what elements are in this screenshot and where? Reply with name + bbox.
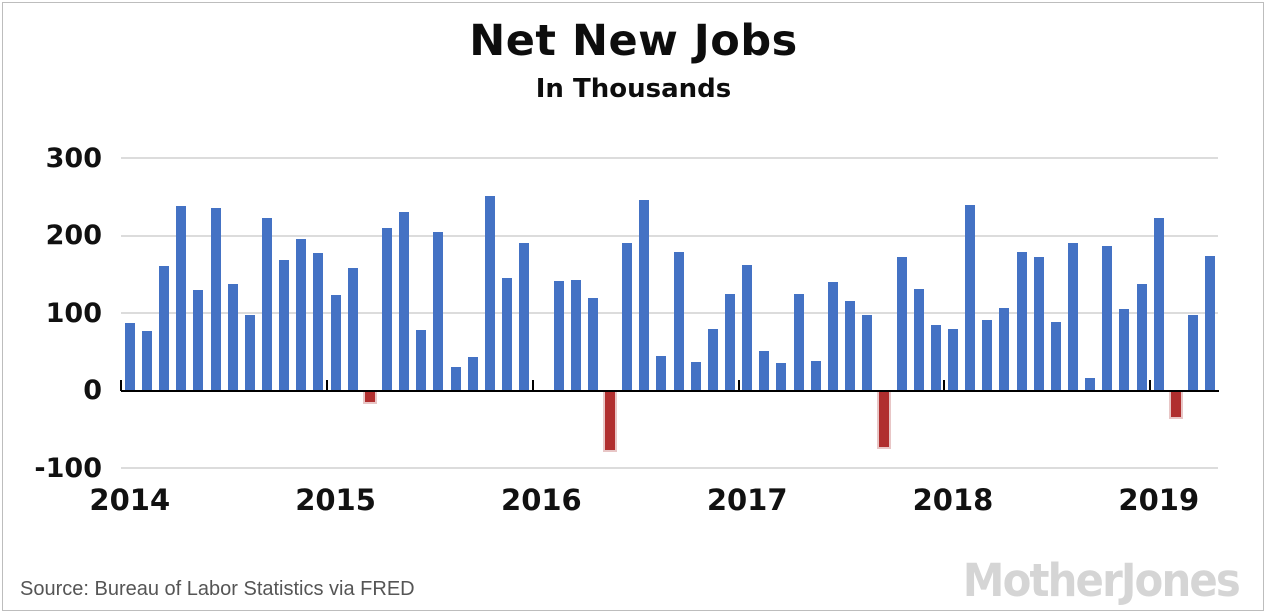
x-tick-label-2018: 2018 bbox=[912, 483, 994, 517]
bar-2016-04 bbox=[587, 297, 598, 391]
bar-2016-11 bbox=[707, 329, 718, 391]
bar-2017-08 bbox=[862, 315, 873, 391]
bar-2017-12 bbox=[930, 325, 941, 391]
bar-2014-02 bbox=[141, 330, 152, 391]
bar-2017-04 bbox=[793, 294, 804, 391]
y-tick-label--100: -100 bbox=[34, 452, 102, 484]
bar-2018-02 bbox=[965, 204, 976, 391]
bar-2017-07 bbox=[845, 301, 856, 391]
year-tick-2019 bbox=[1149, 379, 1152, 391]
bar-2017-02 bbox=[759, 350, 770, 391]
gridline-100 bbox=[121, 312, 1218, 314]
bar-2016-02 bbox=[553, 281, 564, 391]
bar-2014-03 bbox=[159, 265, 170, 391]
x-tick-label-2016: 2016 bbox=[501, 483, 582, 517]
bar-2018-10 bbox=[1102, 246, 1113, 391]
bar-2018-05 bbox=[1016, 251, 1027, 391]
bar-2015-11 bbox=[502, 278, 513, 391]
bar-2014-05 bbox=[193, 289, 204, 391]
bar-2015-07 bbox=[433, 232, 444, 391]
bar-2018-01 bbox=[947, 329, 958, 391]
y-tick-label-0: 0 bbox=[83, 375, 102, 406]
bar-2014-08 bbox=[244, 315, 255, 391]
bar-2018-11 bbox=[1119, 309, 1130, 391]
year-tick-2016 bbox=[531, 379, 534, 391]
bar-2019-01 bbox=[1153, 218, 1164, 391]
bar-2016-03 bbox=[570, 279, 581, 391]
bar-2018-08 bbox=[1068, 243, 1079, 391]
bar-2015-04 bbox=[382, 227, 393, 391]
bar-2018-07 bbox=[1050, 322, 1061, 391]
bar-2014-06 bbox=[210, 207, 221, 391]
bar-2018-12 bbox=[1136, 284, 1147, 391]
x-tick-label-2014: 2014 bbox=[89, 483, 171, 517]
bar-2017-03 bbox=[776, 362, 787, 391]
bar-2019-03 bbox=[1188, 314, 1199, 391]
x-tick-label-2015: 2015 bbox=[295, 483, 376, 517]
bar-2014-04 bbox=[176, 206, 187, 391]
bar-2014-07 bbox=[227, 283, 238, 391]
y-tick-label-300: 300 bbox=[45, 142, 102, 174]
year-tick-2015 bbox=[326, 379, 328, 391]
bar-2014-12 bbox=[313, 252, 324, 391]
gridline-300 bbox=[121, 157, 1218, 159]
bar-2014-01 bbox=[124, 323, 135, 391]
bar-2016-08 bbox=[656, 356, 667, 391]
motherjones-logo: MotherJones bbox=[962, 554, 1241, 607]
bar-2018-06 bbox=[1033, 257, 1044, 391]
chart-title: Net New Jobs bbox=[469, 16, 798, 66]
bar-2017-09 bbox=[877, 391, 892, 450]
gridline-200 bbox=[121, 234, 1218, 237]
bar-2015-01 bbox=[330, 295, 341, 391]
bar-2015-02 bbox=[347, 268, 358, 391]
x-tick-label-2019: 2019 bbox=[1118, 483, 1200, 517]
chart-subtitle: In Thousands bbox=[535, 74, 732, 104]
bar-2017-01 bbox=[742, 264, 753, 391]
bar-2015-05 bbox=[399, 212, 410, 391]
x-axis-line bbox=[121, 389, 1219, 392]
bar-2018-09 bbox=[1085, 378, 1096, 391]
x-tick-label-2017: 2017 bbox=[706, 483, 788, 517]
bar-2016-10 bbox=[690, 361, 701, 391]
bar-2014-10 bbox=[279, 259, 290, 391]
bar-2018-04 bbox=[999, 308, 1010, 391]
bar-2016-12 bbox=[725, 294, 736, 391]
bar-2015-10 bbox=[484, 195, 495, 391]
bar-2014-11 bbox=[296, 238, 307, 391]
bar-2015-03 bbox=[362, 391, 377, 405]
bar-2019-02 bbox=[1168, 391, 1183, 420]
bar-2015-12 bbox=[519, 243, 530, 391]
year-tick-2014 bbox=[120, 379, 123, 391]
bar-2016-05 bbox=[602, 391, 617, 452]
bar-2014-09 bbox=[261, 217, 272, 391]
y-tick-label-100: 100 bbox=[45, 297, 102, 329]
gridline--100 bbox=[121, 467, 1218, 469]
y-tick-label-200: 200 bbox=[45, 220, 102, 251]
bar-2017-05 bbox=[810, 361, 821, 391]
year-tick-2017 bbox=[737, 379, 740, 391]
bar-2019-04 bbox=[1205, 256, 1216, 391]
bar-2015-09 bbox=[467, 357, 478, 391]
bar-2017-06 bbox=[827, 282, 838, 391]
bar-2015-06 bbox=[416, 330, 427, 391]
bar-2017-11 bbox=[913, 288, 924, 391]
bar-2016-06 bbox=[622, 243, 633, 391]
bar-2017-10 bbox=[896, 257, 907, 391]
bar-2016-07 bbox=[639, 199, 650, 391]
bar-2016-09 bbox=[673, 251, 684, 391]
source-note: Source: Bureau of Labor Statistics via F… bbox=[20, 578, 415, 600]
year-tick-2018 bbox=[943, 379, 946, 391]
bar-2015-08 bbox=[450, 367, 461, 391]
bar-2018-03 bbox=[982, 319, 993, 391]
